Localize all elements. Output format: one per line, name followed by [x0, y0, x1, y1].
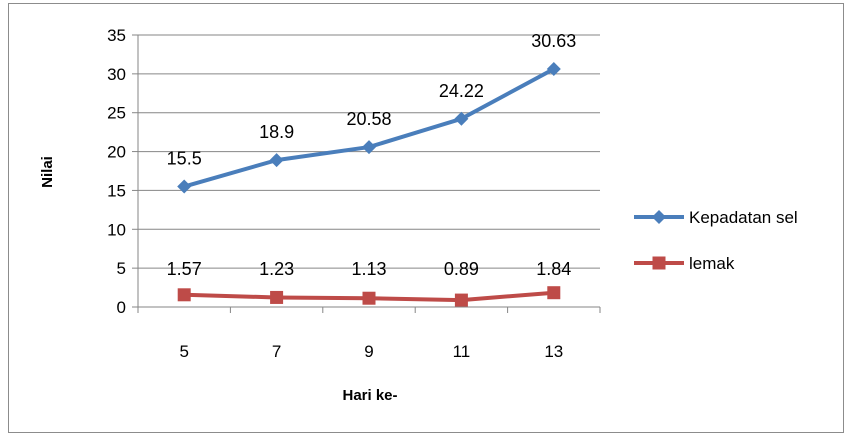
gridlines: [132, 34, 601, 313]
data-label: 0.89: [444, 259, 479, 279]
data-label: 1.57: [167, 259, 202, 279]
series-layer: [177, 61, 561, 307]
y-tick-label: 0: [117, 298, 126, 317]
y-axis-title: Nilai: [39, 156, 56, 188]
y-tick-label: 35: [107, 26, 126, 45]
y-tick-label: 15: [107, 181, 126, 200]
x-axis-title: Hari ke-: [342, 387, 397, 404]
data-point-marker: [362, 291, 376, 305]
legend-marker: [652, 210, 666, 224]
y-tick-label: 10: [107, 220, 126, 239]
x-tick-label: 7: [272, 342, 281, 361]
data-label: 1.84: [536, 259, 571, 279]
x-tick-label: 5: [179, 342, 188, 361]
x-tick-label: 13: [544, 342, 563, 361]
data-labels: 15.5 18.9 20.58 24.22 30.63 1.57 1.23 1.13 0.89 1…: [167, 31, 577, 279]
data-label: 15.5: [167, 149, 202, 169]
y-tick-label: 20: [107, 143, 126, 162]
data-point-marker: [547, 286, 561, 300]
x-tick-labels: 5 7 9 11 13: [179, 342, 563, 361]
data-point-marker: [454, 111, 469, 126]
y-tick-label: 25: [107, 104, 126, 123]
data-label: 18.9: [259, 122, 294, 142]
data-point-marker: [362, 140, 376, 155]
legend-item: Kepadatan sel: [634, 208, 798, 227]
data-label: 1.13: [351, 259, 386, 279]
data-point-marker: [269, 153, 284, 168]
data-label: 1.23: [259, 259, 294, 279]
y-tick-label: 5: [117, 259, 126, 278]
data-point-marker: [177, 179, 192, 194]
data-point-marker: [454, 293, 468, 307]
data-point-marker: [270, 290, 284, 304]
y-tick-label: 30: [107, 65, 126, 84]
data-label: 30.63: [531, 31, 576, 51]
y-tick-labels: 0 5 10 15 20 25 30 35: [107, 26, 126, 317]
x-tick-label: 9: [364, 342, 373, 361]
data-label: 24.22: [439, 81, 484, 101]
legend-label: Kepadatan sel: [689, 208, 798, 227]
legend-marker: [652, 256, 666, 270]
x-tick-label: 11: [453, 342, 471, 361]
legend: Kepadatan sel lemak: [634, 208, 798, 273]
data-point-marker: [546, 61, 561, 76]
legend-item: lemak: [634, 254, 735, 273]
data-label: 20.58: [346, 109, 391, 129]
chart-frame: [8, 3, 844, 433]
legend-label: lemak: [689, 254, 735, 273]
data-point-marker: [177, 288, 191, 302]
